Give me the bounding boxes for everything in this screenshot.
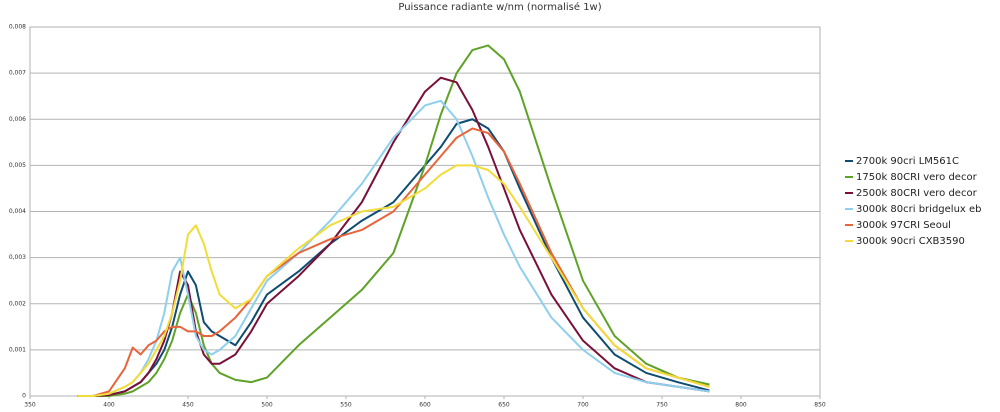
- chart-title: Puissance radiante w/nm (normalisé 1w): [398, 1, 601, 13]
- x-tick-label: 600: [419, 402, 431, 409]
- legend-label: 3000k 80cri bridgelux eb: [856, 204, 982, 215]
- y-tick-label: 0,002: [9, 300, 26, 307]
- x-tick-label: 500: [261, 402, 273, 409]
- y-tick-label: 0,004: [9, 208, 26, 215]
- x-tick-label: 550: [340, 402, 352, 409]
- y-tick-label: 0: [22, 393, 26, 400]
- x-tick-label: 750: [656, 402, 668, 409]
- legend-label: 3000k 97CRI Seoul: [856, 220, 951, 231]
- x-tick-label: 450: [182, 402, 194, 409]
- y-tick-label: 0,007: [9, 70, 26, 77]
- plot-frame: [29, 26, 821, 397]
- y-tick-label: 0,006: [9, 116, 26, 123]
- legend-label: 2700k 90cri LM561C: [856, 156, 959, 167]
- series-line: [77, 127, 710, 397]
- x-tick-label: 350: [24, 402, 36, 409]
- x-tick-label: 800: [735, 402, 747, 409]
- series-line: [77, 76, 710, 397]
- series-line: [77, 164, 710, 397]
- y-tick-label: 0,001: [9, 346, 26, 353]
- x-tick-label: 700: [577, 402, 589, 409]
- legend-label: 3000k 90cri CXB3590: [856, 236, 965, 247]
- x-tick-label: 850: [814, 402, 826, 409]
- x-tick-label: 400: [103, 402, 115, 409]
- legend-label: 1750k 80CRI vero decor: [856, 172, 978, 183]
- series-line: [77, 99, 710, 397]
- legend-label: 2500k 80CRI vero decor: [856, 188, 978, 199]
- x-tick-label: 650: [498, 402, 510, 409]
- y-tick-label: 0,005: [9, 162, 26, 169]
- y-tick-label: 0,003: [9, 254, 26, 261]
- y-tick-label: 0,008: [9, 24, 26, 31]
- series-line: [77, 44, 710, 397]
